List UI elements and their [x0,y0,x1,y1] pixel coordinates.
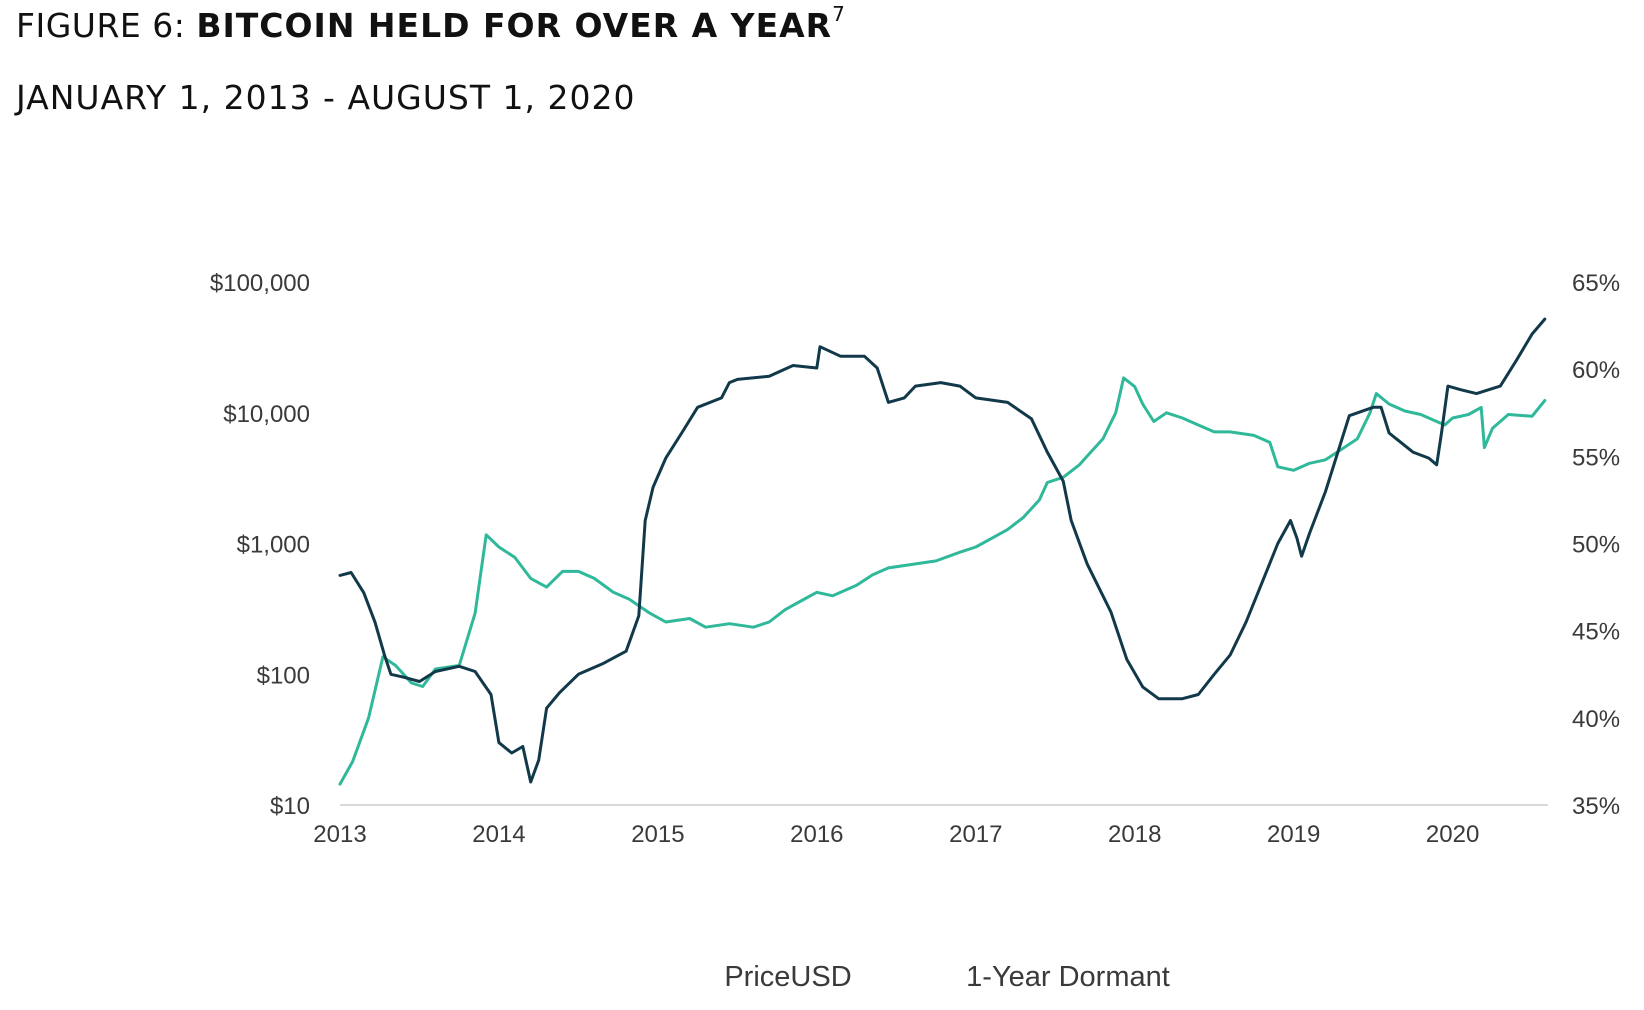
x-tick-label-2017: 2017 [949,821,1002,848]
y-left-tick-label-10: $10 [270,793,310,820]
y-right-tick-label-45: 45% [1572,619,1620,646]
x-tick-label-2013: 2013 [313,821,366,848]
x-tick-label-2015: 2015 [631,821,684,848]
figure-title: FIGURE 6: BITCOIN HELD FOR OVER A YEAR7 [16,2,845,45]
y-right-tick-label-50: 50% [1572,532,1620,559]
y-right-tick-label-35: 35% [1572,793,1620,820]
y-right-tick-label-65: 65% [1572,270,1620,297]
y-right-tick-label-55: 55% [1572,444,1620,471]
chart-subtitle: JANUARY 1, 2013 - AUGUST 1, 2020 [16,78,636,117]
series-line-priceusd [338,317,1547,784]
x-tick-label-2014: 2014 [472,821,525,848]
chart-axes: 2013 2014 2015 2016 2017 2018 2019 2020 $10 $100 $… [210,270,1620,848]
chart-series [338,317,1547,786]
x-tick-label-2018: 2018 [1108,821,1161,848]
y-left-tick-label-1-000: $1,000 [237,532,310,559]
y-left-tick-label-100: $100 [257,662,310,689]
legend-label-priceusd: PriceUSD [724,961,851,993]
y-left-tick-label-100-000: $100,000 [210,270,310,297]
x-tick-label-2019: 2019 [1267,821,1320,848]
y-right-tick-label-40: 40% [1572,706,1620,733]
series-line-1-year-dormant [338,376,1547,786]
footnote-marker: 7 [832,2,846,26]
x-tick-label-2016: 2016 [790,821,843,848]
y-left-tick-label-10-000: $10,000 [223,401,310,428]
x-tick-label-2020: 2020 [1426,821,1479,848]
y-right-tick-label-60: 60% [1572,357,1620,384]
chart-title: BITCOIN HELD FOR OVER A YEAR [196,6,833,45]
legend-label-1-year-dormant: 1-Year Dormant [966,961,1170,993]
chart-legend: PriceUSD 1-Year Dormant [724,961,1169,993]
figure-label: FIGURE 6: [16,6,186,45]
